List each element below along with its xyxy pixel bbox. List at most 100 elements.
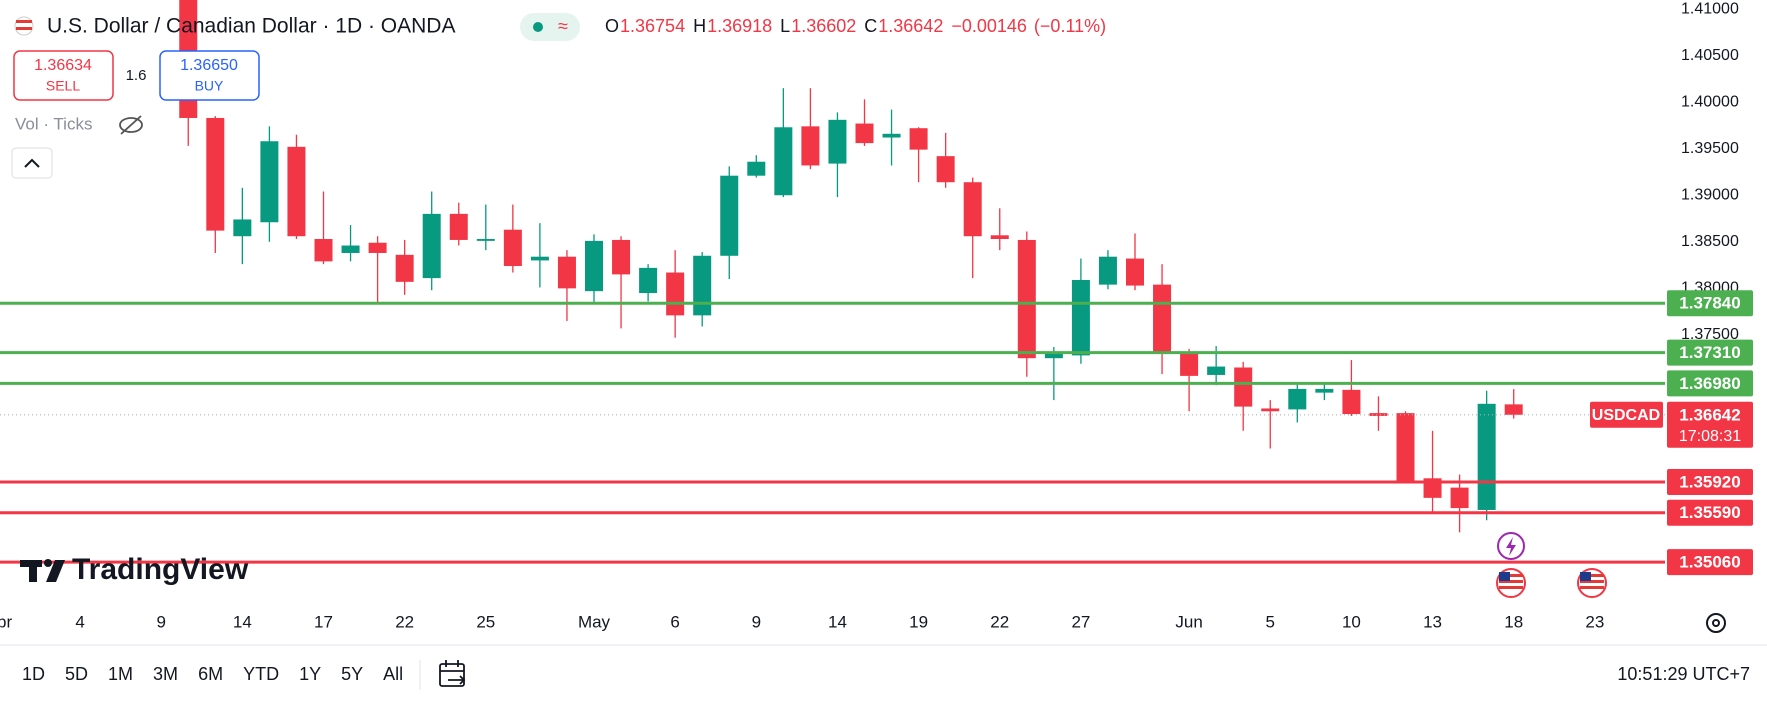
buy-button[interactable] — [159, 50, 260, 101]
candle-body — [1098, 256, 1117, 285]
settings-button[interactable] — [1706, 613, 1726, 633]
candle-body — [1369, 413, 1388, 416]
x-tick-label: 27 — [1071, 612, 1090, 631]
x-tick-label: 9 — [156, 612, 165, 631]
x-tick-label: Jun — [1175, 612, 1202, 631]
overlay: TradingView — [20, 532, 1607, 598]
candle-body — [909, 128, 928, 150]
candle-body — [585, 240, 603, 292]
y-tick-label: 1.40000 — [1681, 93, 1739, 110]
collapse-button[interactable] — [11, 147, 53, 179]
price-axis: 1.41000 1.40500 1.40000 1.39500 1.39000 1.385… — [1590, 0, 1753, 576]
candle-body — [1504, 404, 1523, 415]
x-tick-label: 13 — [1423, 612, 1442, 631]
hide-indicator-icon[interactable] — [119, 115, 143, 135]
candle-body — [449, 213, 468, 240]
x-tick-label: 14 — [233, 612, 252, 631]
x-tick-label: May — [578, 612, 611, 631]
us-flag-icon[interactable] — [1577, 568, 1607, 598]
level-label: 1.35590 — [1679, 503, 1740, 522]
range-button[interactable]: 6M — [198, 664, 223, 684]
candle-body — [1477, 403, 1496, 510]
candle-body — [693, 255, 712, 316]
spread: 1.6 — [126, 67, 147, 84]
date-range-button[interactable] — [439, 660, 466, 687]
candle-body — [855, 123, 874, 144]
range-button[interactable]: 5Y — [341, 664, 363, 684]
symbol-label-box — [1590, 401, 1663, 428]
x-tick-label: 5 — [1266, 612, 1275, 631]
x-tick-label: 22 — [990, 612, 1009, 631]
candle-body — [639, 267, 658, 294]
candle-body — [666, 272, 685, 316]
range-button[interactable]: 1Y — [299, 664, 321, 684]
range-button[interactable]: 1D — [22, 664, 45, 684]
us-flag-icon[interactable] — [1496, 568, 1526, 598]
level-label: 1.37310 — [1679, 343, 1740, 362]
level-label-box — [1667, 339, 1753, 366]
candle-body — [503, 229, 522, 267]
ohlc-label: L — [780, 16, 790, 36]
x-tick-label: 25 — [476, 612, 495, 631]
candle-body — [1288, 388, 1307, 410]
level-label: 1.35060 — [1679, 553, 1740, 572]
range-button[interactable]: 3M — [153, 664, 178, 684]
candle-body — [801, 126, 820, 166]
candle-body — [1261, 408, 1280, 412]
candle-body — [1315, 388, 1334, 393]
x-tick-label: 19 — [909, 612, 928, 631]
y-tick-label: 1.38500 — [1681, 233, 1739, 250]
range-button[interactable]: 5D — [65, 664, 88, 684]
range-button[interactable]: All — [383, 664, 403, 684]
range-button[interactable]: 1M — [108, 664, 133, 684]
ohlc-label: C — [864, 16, 877, 36]
candle-body — [1044, 352, 1063, 359]
status-pill[interactable] — [520, 13, 580, 41]
candle-body — [1017, 239, 1036, 359]
volume-indicator[interactable]: Vol · Ticks — [15, 114, 92, 133]
candle-body — [963, 182, 982, 237]
change-percent: (−0.11%) — [1034, 16, 1106, 36]
level-label: 1.35920 — [1679, 473, 1740, 492]
x-tick-label: 6 — [670, 612, 679, 631]
watermark-logo — [20, 559, 65, 582]
countdown: 17:08:31 — [1679, 428, 1741, 445]
lightning-icon — [1506, 537, 1516, 556]
candle-body — [530, 256, 549, 261]
buy-label: BUY — [195, 78, 224, 94]
x-tick-label: 14 — [828, 612, 847, 631]
symbol-flag — [14, 16, 34, 36]
candle-body — [557, 256, 576, 289]
x-tick-label: 17 — [314, 612, 333, 631]
candle-body — [341, 245, 360, 253]
candle-body — [720, 175, 739, 256]
symbol-title[interactable]: U.S. Dollar / Canadian Dollar · 1D · OAN… — [47, 15, 455, 38]
x-tick-label: 18 — [1504, 612, 1523, 631]
level-label-box — [1667, 290, 1753, 317]
x-tick-label: 23 — [1585, 612, 1604, 631]
candle-body — [476, 239, 495, 241]
time-axis: Apr 4 9 14 17 22 25 May 6 9 14 19 22 27 Jun 5 10 13 18 23 — [0, 612, 1604, 631]
candle-body — [1396, 413, 1415, 482]
candle-body — [260, 141, 279, 223]
ohlc-value: 1.36754 — [620, 16, 685, 36]
candle-body — [990, 235, 1009, 240]
sell-button[interactable] — [13, 50, 114, 101]
y-tick-label: 1.40500 — [1681, 47, 1739, 64]
candle-body — [1126, 258, 1144, 286]
y-tick-label: 1.41000 — [1681, 0, 1739, 17]
y-tick-label: 1.37500 — [1681, 326, 1739, 343]
candle-body — [828, 119, 847, 164]
candle-body — [936, 156, 955, 183]
y-tick-label: 1.39000 — [1681, 186, 1739, 203]
symbol-label: USDCAD — [1592, 407, 1660, 424]
range-button[interactable]: YTD — [243, 664, 279, 684]
bottom-toolbar: 1D 5D 1M 3M 6M YTD 1Y 5Y All — [22, 664, 403, 684]
candle-body — [882, 133, 901, 138]
clock[interactable]: 10:51:29 UTC+7 — [1617, 664, 1750, 684]
candle-body — [1207, 366, 1226, 375]
y-tick-label: 1.39500 — [1681, 140, 1739, 157]
candle-body — [1180, 351, 1199, 376]
